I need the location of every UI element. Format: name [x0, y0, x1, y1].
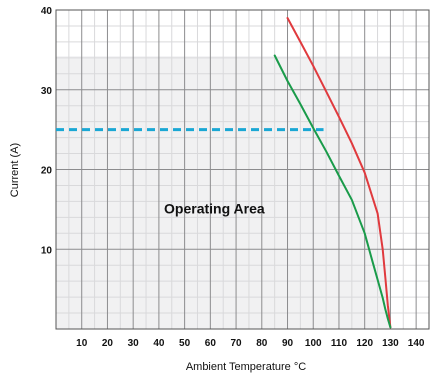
- x-tick-label: 30: [128, 338, 140, 349]
- annotation-layer: Operating Area: [164, 200, 265, 216]
- x-tick-label: 90: [282, 338, 294, 349]
- y-tick-label: 20: [41, 166, 53, 177]
- series-line-green: [273, 54, 392, 329]
- y-axis-title: Current (A): [9, 143, 21, 197]
- y-tick-label: 30: [41, 86, 53, 97]
- series-layer: [273, 17, 392, 329]
- x-tick-label: 110: [331, 338, 348, 349]
- series-line-red: [286, 17, 392, 329]
- y-tick-labels: 10 20 30 40: [41, 6, 53, 256]
- x-tick-label: 10: [76, 338, 88, 349]
- x-tick-label: 20: [102, 338, 114, 349]
- y-tick-label: 10: [41, 245, 53, 256]
- y-tick-label: 40: [41, 6, 53, 17]
- x-tick-label: 140: [408, 338, 425, 349]
- x-tick-labels: 10 20 30 40 50 60 70 80 90 100 110 120 130 140: [76, 338, 425, 349]
- operating-area-label: Operating Area: [164, 200, 265, 216]
- x-tick-label: 70: [231, 338, 243, 349]
- x-tick-label: 130: [382, 338, 399, 349]
- x-axis-title: Ambient Temperature °C: [186, 361, 306, 373]
- x-tick-label: 60: [205, 338, 217, 349]
- x-tick-label: 120: [356, 338, 373, 349]
- major-grid: [56, 9, 429, 329]
- x-tick-label: 40: [153, 338, 165, 349]
- x-tick-label: 50: [179, 338, 191, 349]
- x-tick-label: 80: [256, 338, 268, 349]
- x-tick-label: 100: [305, 338, 322, 349]
- plot-frame: [55, 9, 430, 330]
